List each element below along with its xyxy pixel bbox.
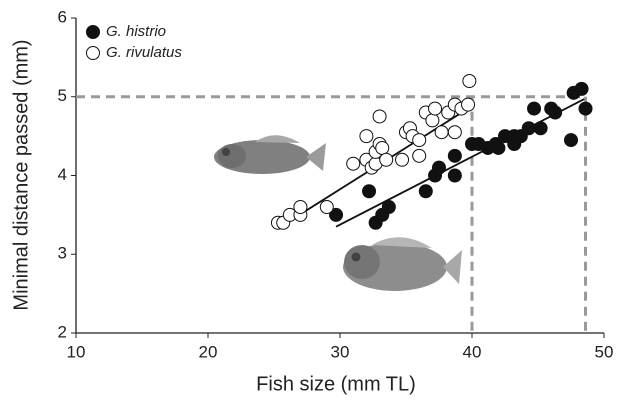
x-tick-label: 20 <box>199 342 218 361</box>
point <box>381 200 396 214</box>
point <box>418 184 433 199</box>
point <box>362 184 377 199</box>
point <box>395 152 410 167</box>
point <box>379 152 394 167</box>
point <box>578 101 593 116</box>
point <box>574 81 589 96</box>
legend-label: G. rivulatus <box>106 44 182 61</box>
y-tick-label: 2 <box>58 322 67 341</box>
x-axis-title: Fish size (mm TL) <box>256 373 416 395</box>
y-tick-label: 4 <box>58 165 67 184</box>
y-tick-label: 5 <box>58 86 67 105</box>
fit-line <box>335 98 585 228</box>
x-tick-label: 50 <box>595 342 614 361</box>
point <box>425 113 440 128</box>
point <box>293 200 308 214</box>
y-tick-label: 3 <box>58 244 67 263</box>
point <box>372 109 387 124</box>
point <box>447 125 462 140</box>
point <box>375 140 390 155</box>
x-tick-label: 10 <box>67 342 86 361</box>
legend-marker <box>86 46 100 60</box>
point <box>533 121 548 136</box>
fish-illustration-rivulatus <box>214 135 326 174</box>
point <box>428 101 443 116</box>
point <box>434 125 449 140</box>
point <box>461 97 476 112</box>
point <box>346 156 361 171</box>
point <box>521 121 536 136</box>
point <box>462 74 477 88</box>
x-tick-label: 30 <box>331 342 350 361</box>
point <box>548 105 563 120</box>
legend-label: G. histrio <box>106 23 166 40</box>
y-axis-title: Minimal distance passed (mm) <box>10 39 32 310</box>
point <box>527 101 542 116</box>
x-tick-label: 40 <box>463 342 482 361</box>
point <box>447 148 462 163</box>
point <box>412 133 427 148</box>
y-tick-label: 6 <box>58 7 67 26</box>
point <box>564 133 578 148</box>
legend-marker <box>86 25 100 39</box>
point <box>447 168 462 183</box>
fish-illustration-histrio <box>343 237 462 291</box>
point <box>359 129 374 144</box>
point <box>329 207 344 222</box>
point <box>412 148 427 163</box>
point <box>491 140 506 155</box>
point <box>319 200 334 214</box>
point <box>432 160 446 175</box>
